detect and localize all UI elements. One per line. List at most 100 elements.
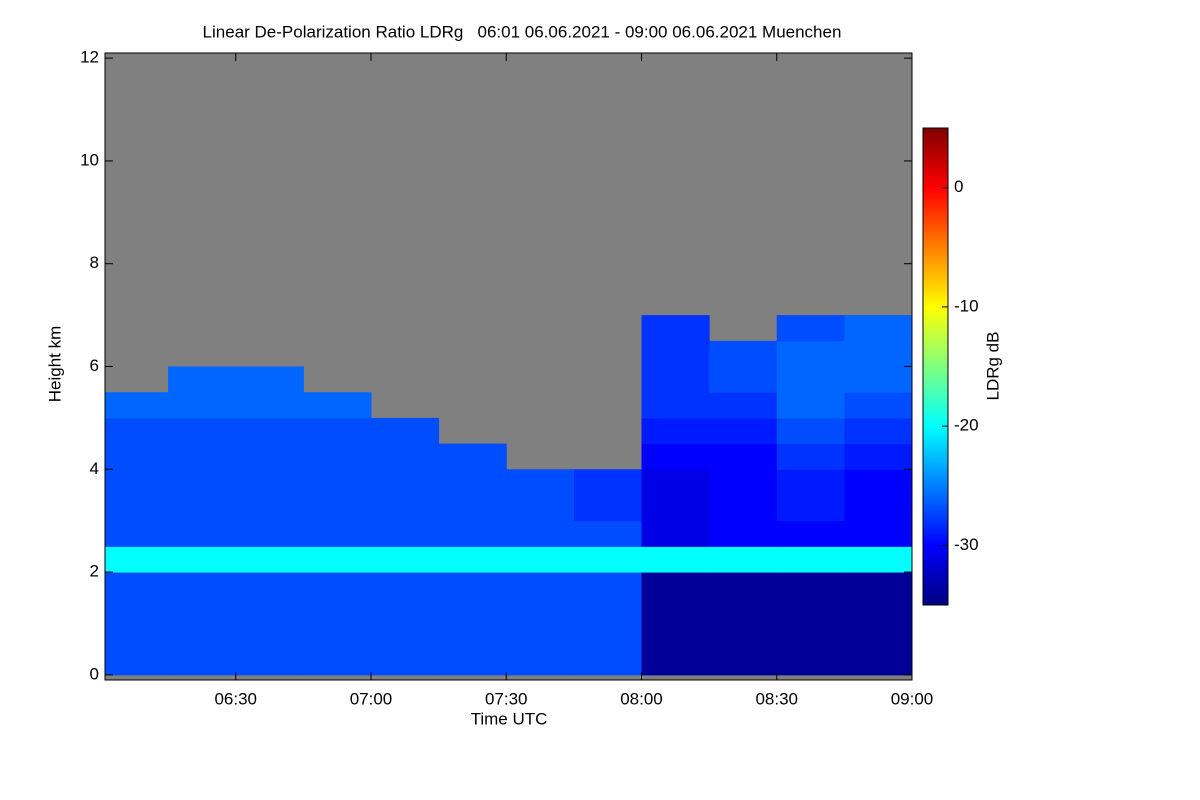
heatmap-cell: [303, 494, 372, 522]
heatmap-cell: [303, 469, 372, 496]
heatmap-cell: [641, 469, 710, 496]
heatmap-cell: [235, 597, 304, 624]
heatmap-cell: [844, 520, 913, 547]
heatmap-cell: [168, 623, 237, 650]
heatmap-cell: [303, 546, 372, 573]
heatmap-cell: [709, 520, 778, 547]
heatmap-cell: [168, 520, 237, 547]
x-tick-label: 09:00: [891, 689, 934, 708]
y-tick-label: 4: [90, 459, 99, 478]
heatmap-cell: [370, 649, 440, 676]
heatmap-cell: [709, 572, 778, 599]
heatmap-cell: [709, 649, 778, 676]
colorbar-tick-label: 0: [954, 177, 963, 196]
heatmap-cell: [105, 494, 169, 522]
heatmap-cell: [303, 623, 372, 650]
y-axis-label: Height km: [45, 326, 64, 403]
heatmap-cell: [709, 494, 778, 522]
heatmap-cell: [438, 623, 507, 650]
heatmap-cell: [105, 572, 169, 599]
heatmap-cell: [370, 546, 440, 573]
heatmap-cell: [370, 597, 440, 624]
colorbar-tick-label: -30: [954, 535, 979, 554]
heatmap-cell: [506, 520, 575, 547]
heatmap-cell: [844, 392, 913, 419]
heatmap-cell: [776, 392, 845, 419]
heatmap-cell: [641, 340, 710, 367]
heatmap-cell: [168, 443, 237, 470]
heatmap-cell: [641, 443, 710, 470]
heatmap-cell: [776, 520, 845, 547]
heatmap-cell: [168, 494, 237, 522]
heatmap-cell: [303, 572, 372, 599]
heatmap-cell: [105, 546, 169, 573]
heatmap-cell: [844, 443, 913, 470]
heatmap-cell: [641, 649, 710, 676]
heatmap-cell: [303, 520, 372, 547]
heatmap-cell: [776, 649, 845, 676]
heatmap-cell: [168, 649, 237, 676]
heatmap-cell: [776, 417, 845, 445]
x-tick-label: 07:00: [350, 689, 393, 708]
heatmap-cell: [506, 597, 575, 624]
heatmap-cell: [370, 572, 440, 599]
heatmap-cell: [438, 546, 507, 573]
y-tick-label: 2: [90, 562, 99, 581]
heatmap-cell: [506, 546, 575, 573]
heatmap-cell: [235, 443, 304, 470]
heatmap-cell: [168, 469, 237, 496]
heatmap-cell: [105, 520, 169, 547]
heatmap-cell: [105, 469, 169, 496]
heatmap-cell: [776, 597, 845, 624]
x-tick-label: 08:00: [620, 689, 663, 708]
heatmap-cell: [438, 469, 507, 496]
heatmap-cell: [506, 572, 575, 599]
heatmap-cell: [573, 469, 642, 496]
heatmap-cell: [438, 572, 507, 599]
y-tick-label: 12: [80, 48, 99, 67]
heatmap-cell: [303, 443, 372, 470]
colorbar: [922, 127, 949, 606]
heatmap-cell: [303, 649, 372, 676]
heatmap-cell: [709, 366, 778, 393]
heatmap-cell: [641, 623, 710, 650]
heatmap-cell: [438, 443, 507, 470]
heatmap-cell: [844, 649, 913, 676]
heatmap-cell: [438, 494, 507, 522]
heatmap-cell: [438, 520, 507, 547]
heatmap-cell: [438, 649, 507, 676]
heatmap-cell: [506, 649, 575, 676]
y-tick-label: 6: [90, 356, 99, 375]
heatmap-cell: [844, 315, 913, 342]
heatmap-cell: [776, 366, 845, 393]
heatmap-cell: [105, 597, 169, 624]
x-tick-label: 06:30: [214, 689, 257, 708]
heatmap-cell: [844, 623, 913, 650]
heatmap-cell: [370, 494, 440, 522]
heatmap-cell: [641, 392, 710, 419]
colorbar-tick-label: -20: [954, 416, 979, 435]
heatmap-cell: [370, 623, 440, 650]
heatmap-cell: [235, 520, 304, 547]
heatmap-cell: [235, 649, 304, 676]
heatmap-cell: [776, 623, 845, 650]
heatmap-cell: [303, 597, 372, 624]
heatmap-cell: [844, 546, 913, 573]
heatmap-cell: [235, 392, 304, 419]
heatmap-cell: [235, 572, 304, 599]
chart-title: Linear De-Polarization Ratio LDRg 06:01 …: [203, 22, 842, 41]
heatmap-cell: [168, 546, 237, 573]
heatmap-cell: [641, 315, 710, 342]
heatmap-cell: [573, 494, 642, 522]
heatmap-cell: [844, 469, 913, 496]
heatmap-cell: [844, 366, 913, 393]
heatmap-cell: [844, 572, 913, 599]
heatmap-cell: [776, 546, 845, 573]
heatmap-cell: [844, 597, 913, 624]
heatmap-cell: [573, 520, 642, 547]
heatmap-cell: [641, 597, 710, 624]
heatmap-cell: [168, 597, 237, 624]
heatmap-cell: [105, 443, 169, 470]
heatmap-cell: [105, 649, 169, 676]
heatmap-cell: [235, 366, 304, 393]
